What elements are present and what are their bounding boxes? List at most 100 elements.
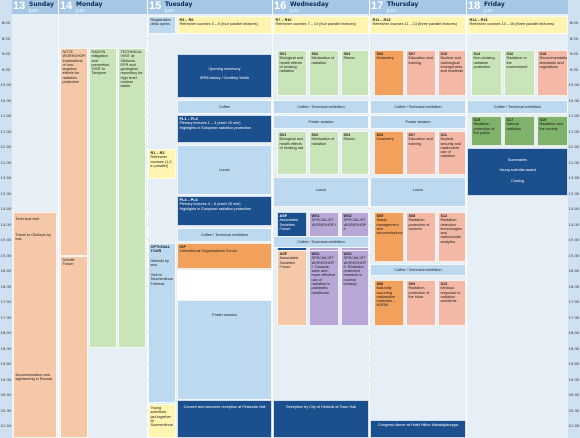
monday-technical-visit: TECHNICAL VISIT at Olkiluoto EPR and geo…: [118, 48, 146, 348]
friday-r14-code: R14 – R16: [469, 18, 488, 22]
day-month: June: [484, 8, 493, 13]
tuesday-r3-text: Refresher courses 3 – 6 (four parallel l…: [179, 22, 258, 27]
time-label: 13:30: [0, 190, 12, 196]
time-label: 16:30: [0, 283, 12, 289]
day-name: Friday: [484, 1, 505, 8]
day-name: Tuesday: [165, 1, 193, 8]
wednesday-s03a: S03 Radon: [341, 50, 369, 96]
time-label: 10:30: [568, 97, 580, 103]
thursday-s06-text: Naturally occurring radioactive material…: [376, 286, 396, 308]
thursday-s07a: S07 Education and training: [406, 50, 436, 96]
time-label: 8:00: [1, 20, 11, 25]
tuesday-r1-r2: R1 – R2 Refresher courses (1-2 in parall…: [148, 149, 176, 179]
tuesday-pl4-code: PL4 – PL6: [179, 198, 198, 202]
time-label: 11:00: [0, 113, 12, 118]
tuesday-optional-text: OPTIONAL TOUR: [150, 245, 171, 254]
friday-award-text: Young scientist award: [499, 168, 536, 173]
time-label: 16:30: [568, 283, 580, 289]
friday-s16-text: Radiation in the environment: [506, 56, 528, 69]
sunday-travel-text: Travel to Olkiluoto by bus: [15, 233, 52, 242]
tuesday-pl1-text: Plenary lectures 1 – 3 (each 20 min): [179, 121, 241, 126]
time-label: 15:00: [568, 237, 580, 242]
day-header-tuesday: 15 Tuesday June: [148, 0, 272, 14]
friday-s19: S19 Radiation and the society: [537, 116, 568, 146]
tuesday-pl4-sub: Highlights in European radiation protect…: [179, 206, 252, 211]
thursday-s05: S05 Waste management and decommissioning: [374, 212, 404, 262]
tuesday-registration: Registration desk opens: [148, 16, 176, 34]
friday-s18-text: Recommendations, standards and regulatio…: [539, 56, 568, 69]
time-label: 13:30: [568, 190, 580, 196]
friday-closing-text: Closing: [511, 178, 524, 183]
time-label: 12:00: [568, 144, 580, 149]
wednesday-s02a: S02 Medication of radiation: [309, 50, 339, 96]
wednesday-ws1-b: WS1 SPECIALIST WORKSHOP I: Towards safer …: [309, 250, 339, 326]
tuesday-opening-ceremony: Opening ceremony IRPA history / Geoffrey…: [177, 54, 272, 98]
day-header-wednesday: 16 Wednesday June: [273, 0, 369, 14]
wednesday-ws1-text: SPECIALIST WORKSHOP I: [311, 218, 337, 227]
thursday-s04b: S04 Dosimetry: [374, 131, 404, 175]
wednesday-asf2-text: Associated Societies Forum: [279, 256, 299, 269]
thursday-s07b: S07 Education and training: [406, 131, 436, 175]
tuesday-r1-code: R1 – R2: [150, 151, 165, 155]
tuesday-young-scientists: Young scientists get-together at Suomenl…: [148, 404, 176, 438]
thursday-coffee-exhibition-pm: Coffee / Technical exhibition: [370, 264, 466, 276]
thursday-s13: S13 Medical response to radiation acciden…: [438, 280, 466, 326]
sunday-accommodation: Accommodation and sightseeing in Rauma: [14, 372, 56, 386]
tuesday-iof: IOF International Organisations Forum: [177, 243, 272, 269]
time-label: 8:30: [1, 35, 11, 41]
thursday-poster-text: Poster session: [405, 120, 431, 124]
day-name: Monday: [76, 1, 103, 8]
tuesday-suomenlinna-text: Visit to Suomenlinna Fortress: [150, 273, 173, 286]
monday-radon-visit: RADON mitigation and prevention, VISIT t…: [89, 48, 117, 348]
time-label: 15:30: [0, 252, 12, 258]
time-label: 11:30: [568, 128, 580, 134]
wednesday-lunch-text: Lunch: [315, 188, 327, 192]
thursday-s13-text: Medical response to radiation accidents: [440, 286, 461, 304]
time-label: 19:00: [568, 361, 580, 366]
thursday-s11b: S11 Nuclear security and malevolent use o…: [438, 131, 466, 175]
tuesday-pl4-pl6: PL4 – PL6 Plenary lectures 4 – 6 (each 2…: [177, 196, 272, 226]
sunday-technical-visit: Technical visit: [14, 216, 56, 224]
monday-radon-text: RADON mitigation and prevention, VISIT t…: [91, 50, 111, 76]
thursday-s04b-text: Dosimetry: [376, 137, 394, 142]
friday-s18: S18Recommendations, standards and regula…: [537, 50, 568, 96]
thursday-r11-code: R11 – R13: [372, 18, 391, 22]
time-label: 14:30: [0, 221, 12, 227]
time-label: 19:00: [0, 361, 12, 366]
time-label: 21:00: [0, 423, 12, 428]
wednesday-s01b: S01 Biological and health effects of ioni…: [277, 131, 307, 175]
friday-closing-block: Summaries Young scientist award Closing: [467, 148, 568, 196]
time-label: 18:30: [568, 345, 580, 351]
time-label: 8:00: [569, 20, 579, 25]
tuesday-pl1-sub: Highlights in European radiation protect…: [179, 125, 252, 130]
tuesday-optional-tour: OPTIONAL TOUR Helsinki by sea Visit to S…: [148, 243, 176, 403]
time-label: 17:00: [568, 299, 580, 304]
time-column-left: [0, 0, 12, 438]
friday-s14: S14 Non-ionising radiation protection: [471, 50, 502, 96]
tuesday-coffee-exhibition: Coffee / Technical exhibition: [177, 228, 272, 242]
day-header-monday: 14 Monday June: [59, 0, 147, 14]
time-label: 18:00: [0, 330, 12, 335]
sunday-trip-block: [13, 212, 57, 438]
wednesday-reception: Reception by City of Helsinki at Town Ha…: [273, 400, 369, 438]
time-label: 12:00: [0, 144, 12, 149]
thursday-s12-text: Radiation detection technologies and rad…: [440, 218, 462, 244]
thursday-r11-r13: R11 – R13 Refresher courses 11 – 13 (thr…: [370, 16, 466, 34]
time-label: 21:00: [568, 423, 580, 428]
wednesday-s02b: S02 Medication of radiation: [309, 131, 339, 175]
thursday-poster-session: Poster session: [370, 115, 466, 129]
thursday-s06: S06 Naturally occurring radioactive mater…: [374, 280, 404, 326]
wednesday-reception-text: Reception by City of Helsinki at Town Ha…: [286, 405, 356, 409]
day-number: 16: [274, 0, 287, 12]
time-label: 12:30: [0, 159, 12, 165]
time-label: 11:30: [0, 128, 12, 134]
thursday-coffee-exh2-text: Coffee / Technical exhibition: [394, 268, 442, 272]
monday-forum: Dofoffe Forum: [60, 256, 88, 438]
wednesday-s01a-text: Biological and health effects of ionisin…: [279, 56, 304, 74]
day-name: Thursday: [387, 1, 419, 8]
monday-note-workshop: NOTE WORKSHOP: Implications of non-targe…: [60, 48, 88, 256]
thursday-s11b-text: Nuclear security and malevolent use of r…: [440, 137, 461, 159]
thursday-dinner: Congress dinner at Hotel Hilton Kalastaj…: [370, 420, 466, 438]
wednesday-ws2-b: WS2 SPECIALIST WORKSHOP II: Radiation pro…: [341, 250, 369, 326]
